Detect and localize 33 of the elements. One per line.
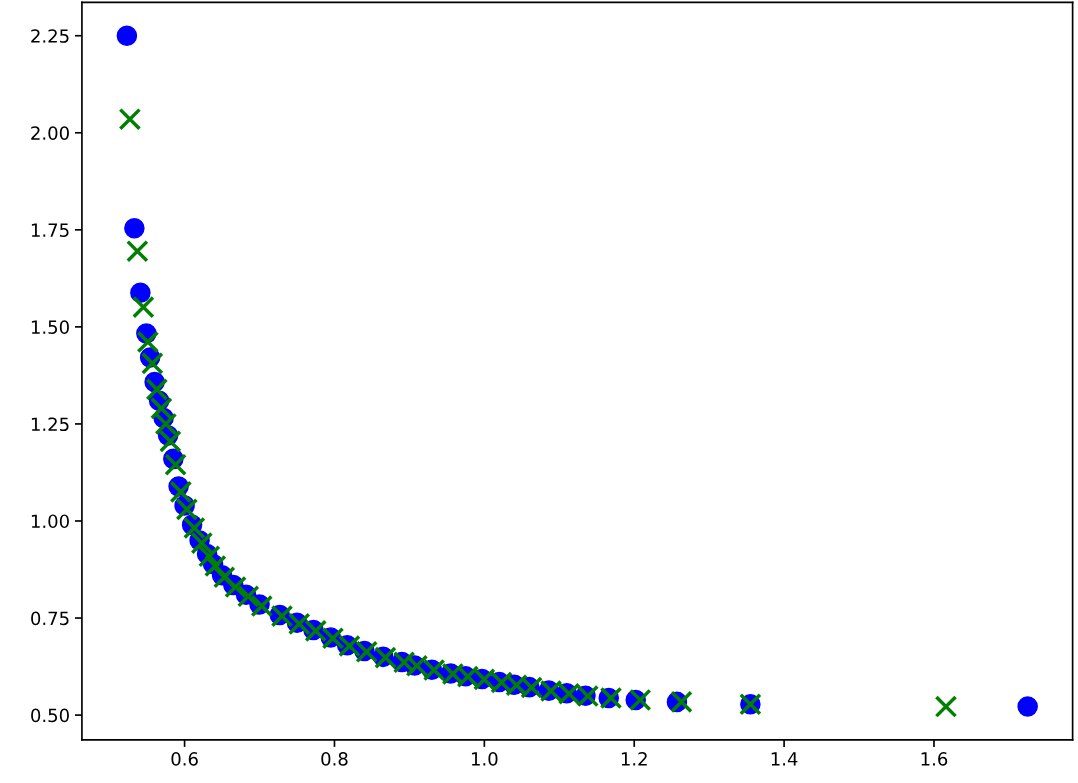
point <box>124 218 145 239</box>
point <box>164 453 187 477</box>
point <box>154 412 178 436</box>
point <box>116 25 138 47</box>
point <box>145 378 169 401</box>
y-tick-label: 1.75 <box>31 223 69 237</box>
y-tick-label: 1.00 <box>31 514 69 529</box>
y-tick-label: 0.50 <box>31 708 69 723</box>
point <box>126 239 149 263</box>
point <box>130 282 151 303</box>
point <box>1017 696 1038 717</box>
x-tick-label: 0.8 <box>321 752 348 766</box>
point <box>132 295 155 319</box>
point <box>118 107 142 131</box>
x-tick-label: 1.4 <box>771 752 798 766</box>
y-tick-label: 1.50 <box>31 320 69 334</box>
y-tick-label: 1.25 <box>31 417 69 432</box>
point <box>141 352 164 375</box>
y-tick-label: 0.75 <box>31 611 69 626</box>
point <box>628 688 652 712</box>
point <box>169 480 193 504</box>
point <box>934 695 958 718</box>
x-tick-label: 1.0 <box>471 752 498 766</box>
point <box>159 430 182 453</box>
point <box>670 690 693 714</box>
y-tick-label: 2.00 <box>31 126 69 140</box>
x-tick-label: 0.6 <box>171 752 198 766</box>
x-tick-label: 1.6 <box>921 752 948 766</box>
y-tick-label: 2.25 <box>31 29 69 43</box>
x-tick-label: 1.2 <box>621 752 647 766</box>
point <box>136 330 160 354</box>
point <box>175 498 199 521</box>
point <box>150 397 173 420</box>
